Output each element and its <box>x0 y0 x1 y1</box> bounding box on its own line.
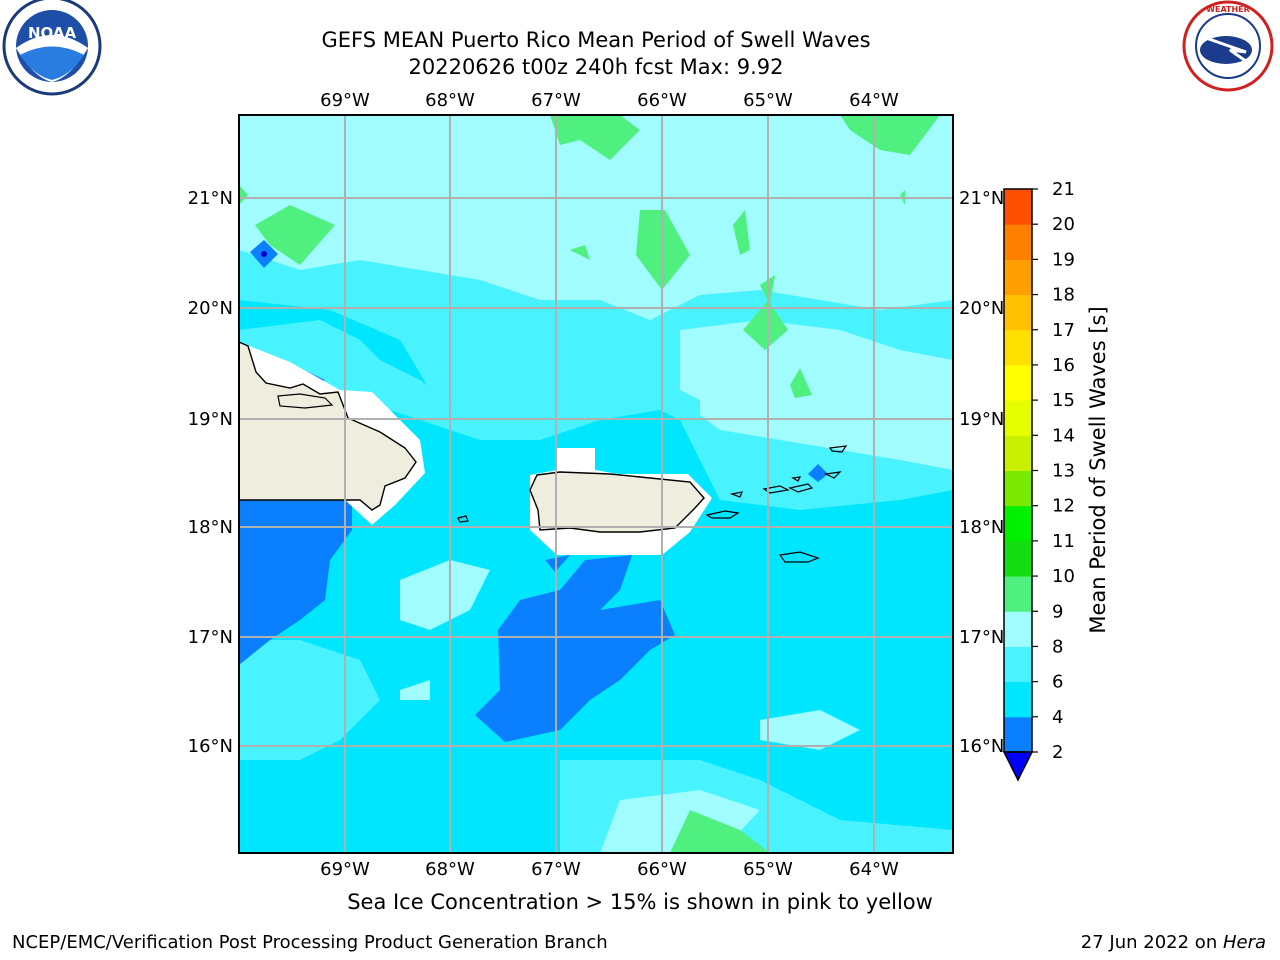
colorbar-segment <box>1004 259 1032 296</box>
lat-labels: 21°N 20°N 19°N 18°N 17°N 16°N 21°N 20°N … <box>188 188 1005 757</box>
lon-label-top: 65°W <box>743 90 793 111</box>
lat-label-right: 19°N <box>959 409 1004 430</box>
footer-date: 27 Jun 2022 on Hera <box>1081 932 1266 953</box>
colorbar-segment <box>1004 611 1032 647</box>
mona-island <box>457 515 469 523</box>
colorbar-segment <box>1004 505 1032 542</box>
graticule <box>239 115 953 853</box>
lat-label-left: 18°N <box>188 517 233 538</box>
colorbar-segment <box>1004 576 1032 612</box>
colorbar-segment <box>1004 540 1032 577</box>
lat-label-right: 17°N <box>959 627 1004 648</box>
lat-label-left: 16°N <box>188 736 233 757</box>
lon-label-top: 69°W <box>320 90 370 111</box>
footer-date-text: 27 Jun 2022 on <box>1080 932 1223 953</box>
colorbar-segment <box>1004 329 1032 366</box>
lon-label-top: 64°W <box>849 90 899 111</box>
lat-label-right: 20°N <box>959 298 1004 319</box>
lat-label-right: 16°N <box>959 736 1004 757</box>
colorbar-tick-label: 20 <box>1052 214 1075 235</box>
land-masses <box>239 341 848 563</box>
colorbar-tick-label: 6 <box>1052 672 1063 693</box>
colorbar-segment <box>1004 364 1032 401</box>
colorbar-segment <box>1004 716 1032 753</box>
colorbar-tick-label: 13 <box>1052 461 1075 482</box>
colorbar-tick-label: 8 <box>1052 636 1063 657</box>
colorbar-segment <box>1004 435 1032 471</box>
colorbar-tick-label: 19 <box>1052 249 1075 270</box>
lat-label-right: 18°N <box>959 517 1004 538</box>
colorbar-tick-label: 18 <box>1052 285 1075 306</box>
lon-label-top: 67°W <box>531 90 581 111</box>
lon-label-bottom: 68°W <box>425 859 475 880</box>
lon-label-bottom: 67°W <box>531 859 581 880</box>
footer-host: Hera <box>1222 932 1266 953</box>
map-subtitle: 20220626 t00z 240h fcst Max: 9.92 <box>408 55 784 79</box>
lat-label-left: 20°N <box>188 298 233 319</box>
colorbar-tick-label: 9 <box>1052 601 1063 622</box>
st-croix-island <box>778 551 820 563</box>
lon-label-top: 68°W <box>425 90 475 111</box>
vieques-island <box>705 510 740 519</box>
colorbar-tick-label: 16 <box>1052 355 1075 376</box>
lon-label-top: 66°W <box>637 90 687 111</box>
colorbar-segment <box>1004 470 1032 507</box>
colorbar-tick-label: 10 <box>1052 566 1075 587</box>
colorbar-tick-label: 14 <box>1052 425 1075 446</box>
lon-labels: 69°W 68°W 67°W 66°W 65°W 64°W 69°W 68°W … <box>320 90 899 880</box>
colorbar-tick-label: 15 <box>1052 390 1075 411</box>
colorbar-segment <box>1004 646 1032 683</box>
colorbar-segment <box>1004 400 1032 436</box>
nws-logo: WEATHER <box>1182 0 1274 92</box>
sea-ice-note: Sea Ice Concentration > 15% is shown in … <box>347 890 933 914</box>
colorbar-tick-label: 11 <box>1052 531 1075 552</box>
colorbar-tick-label: 17 <box>1052 320 1075 341</box>
lon-label-bottom: 66°W <box>637 859 687 880</box>
colorbar-tick-label: 2 <box>1052 742 1063 763</box>
lat-label-left: 19°N <box>188 409 233 430</box>
noaa-logo: NOAA <box>2 0 102 96</box>
colorbar-under-arrow <box>1002 751 1034 782</box>
noaa-logo-text: NOAA <box>28 24 77 42</box>
colorbar-segment <box>1004 189 1032 225</box>
colorbar-tick-label: 12 <box>1052 496 1075 517</box>
map-frame <box>238 114 954 854</box>
lon-label-bottom: 64°W <box>849 859 899 880</box>
lon-label-bottom: 65°W <box>743 859 793 880</box>
svg-text:WEATHER: WEATHER <box>1206 5 1250 14</box>
colorbar-tick-label: 21 <box>1052 179 1075 200</box>
colorbar-segment <box>1004 224 1032 260</box>
lat-label-right: 21°N <box>959 188 1004 209</box>
lat-label-left: 17°N <box>188 627 233 648</box>
colorbar-segment <box>1004 681 1032 718</box>
map-title: GEFS MEAN Puerto Rico Mean Period of Swe… <box>321 28 871 52</box>
colorbar: 2 4 6 8 9 10 11 12 13 14 15 16 17 18 19 20 21 <box>1002 179 1075 782</box>
footer-credit: NCEP/EMC/Verification Post Processing Pr… <box>12 932 608 953</box>
lon-label-bottom: 69°W <box>320 859 370 880</box>
colorbar-segment <box>1004 294 1032 331</box>
hispaniola-island <box>239 341 417 511</box>
colorbar-tick-label: 4 <box>1052 707 1063 728</box>
colorbar-label: Mean Period of Swell Waves [s] <box>1086 306 1110 634</box>
lat-label-left: 21°N <box>188 188 233 209</box>
